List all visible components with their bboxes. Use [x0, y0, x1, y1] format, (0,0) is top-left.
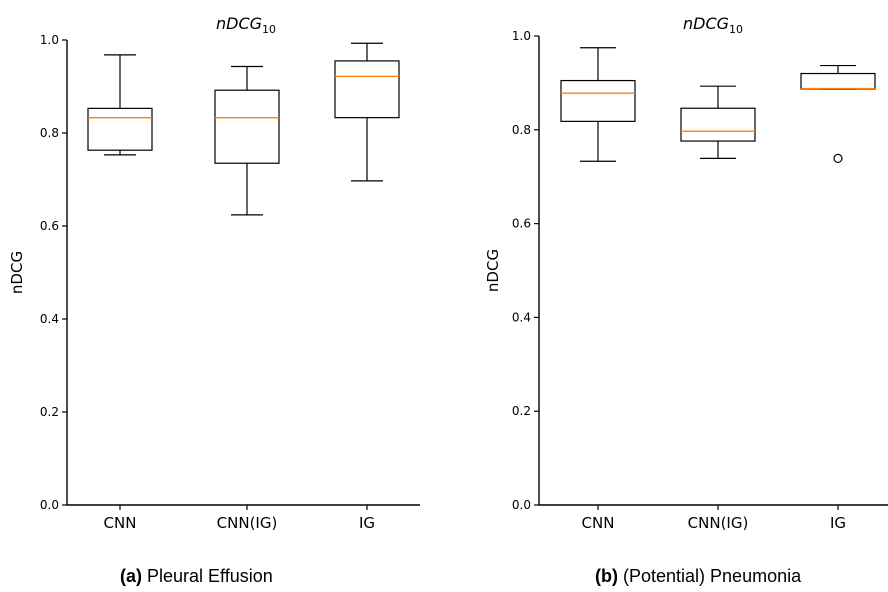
chart-title-base: nDCG [216, 14, 262, 33]
chart-title: nDCG10 [216, 14, 276, 36]
caption-b-label: (b) [595, 566, 618, 586]
x-tick-label: CNN(IG) [217, 514, 278, 532]
chart-title-subscript: 10 [729, 23, 743, 36]
caption-b-text: (Potential) Pneumonia [623, 566, 802, 586]
box [680, 107, 756, 142]
y-tick-label: 0.4 [512, 310, 531, 324]
box [214, 89, 280, 164]
y-tick-label: 1.0 [40, 33, 59, 47]
y-tick-label: 0.8 [512, 123, 531, 137]
x-tick-label: IG [359, 514, 375, 532]
box [334, 60, 400, 119]
x-tick-label: IG [830, 514, 846, 532]
y-axis-label: nDCG [484, 249, 502, 292]
x-tick-label: CNN(IG) [688, 514, 749, 532]
chart-title-subscript: 10 [262, 23, 276, 36]
x-tick-label: CNN [104, 514, 137, 532]
box [800, 72, 876, 90]
y-axis-label: nDCG [8, 251, 26, 294]
chart-title-base: nDCG [683, 14, 729, 33]
x-tick-label: CNN [582, 514, 615, 532]
caption-a-label: (a) [120, 566, 142, 586]
y-tick-label: 0.4 [40, 312, 59, 326]
box [560, 79, 636, 122]
y-tick-label: 0.2 [40, 405, 59, 419]
y-tick-label: 0.2 [512, 404, 531, 418]
y-tick-label: 0.8 [40, 126, 59, 140]
chart-title: nDCG10 [683, 14, 743, 36]
y-tick-label: 0.6 [512, 217, 531, 231]
outlier-point [833, 153, 843, 164]
y-tick-label: 0.0 [40, 498, 59, 512]
y-tick-label: 0.6 [40, 219, 59, 233]
box [87, 107, 153, 151]
y-tick-label: 1.0 [512, 29, 531, 43]
caption-a: (a) Pleural Effusion [120, 566, 273, 587]
y-tick-label: 0.0 [512, 498, 531, 512]
caption-a-text: Pleural Effusion [147, 566, 273, 586]
caption-b: (b) (Potential) Pneumonia [595, 566, 801, 587]
